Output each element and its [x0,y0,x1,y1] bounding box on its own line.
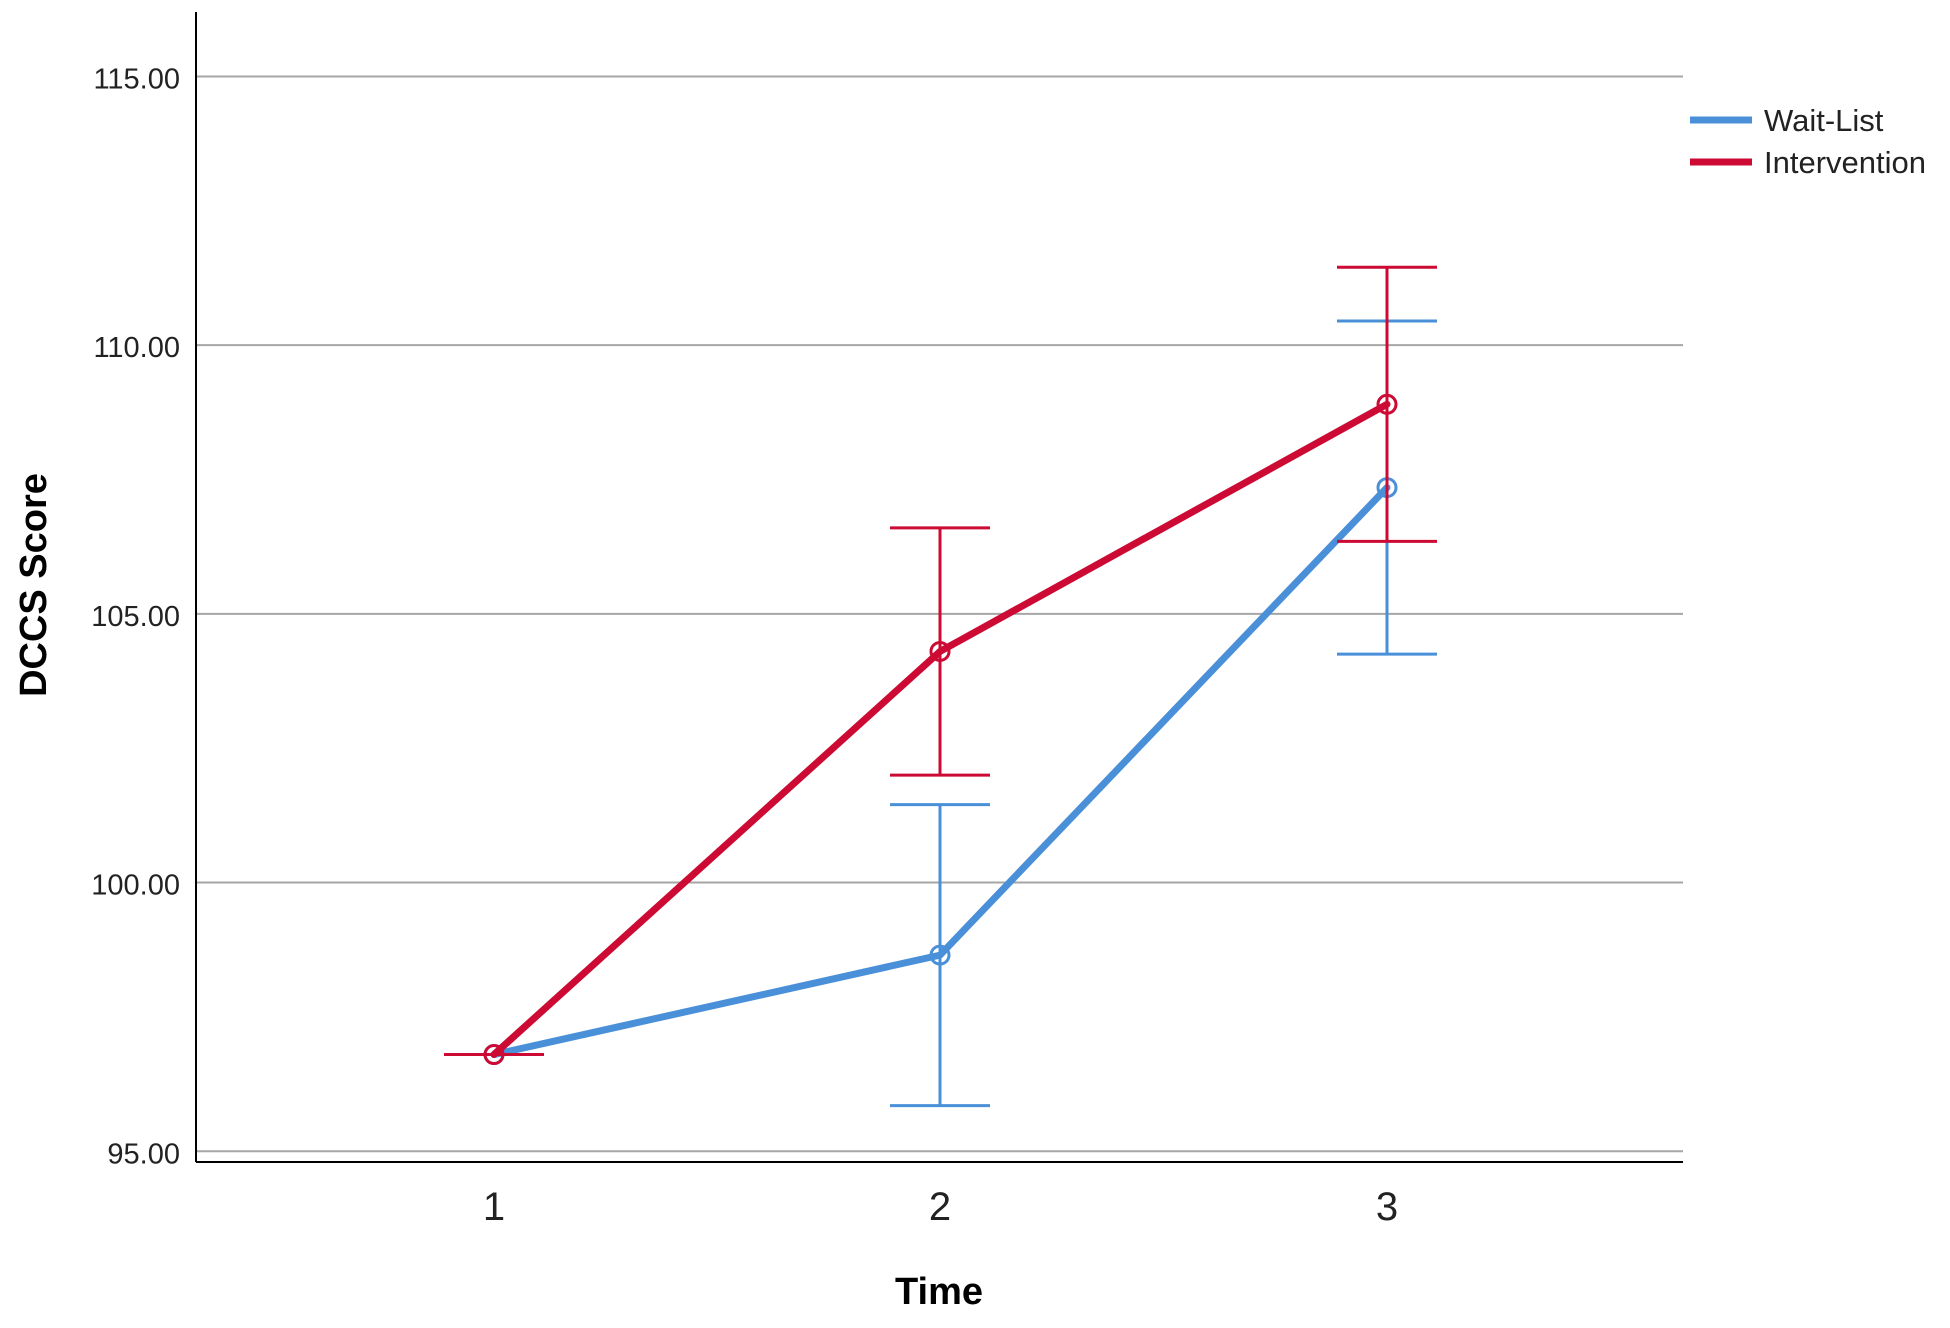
series [444,265,1437,1108]
legend-label: Intervention [1764,145,1926,180]
x-tick-label: 2 [929,1185,951,1229]
data-point [1376,393,1398,415]
series-line [490,484,1391,1059]
y-tick-label: 115.00 [93,63,180,95]
x-tick-labels: 1 2 3 [483,1185,1398,1229]
y-tick-label: 110.00 [93,332,180,364]
data-point [929,640,951,662]
y-tick-labels: 95.00 100.00 105.00 110.00 115.00 [91,63,180,1170]
series-1 [444,265,1437,1066]
data-point [483,1044,505,1066]
legend-label: Wait-List [1764,103,1884,138]
x-tick-label: 1 [483,1185,505,1229]
x-tick-label: 3 [1376,1185,1398,1229]
x-axis-title: Time [895,1271,983,1313]
series-line [490,400,1391,1059]
y-tick-label: 105.00 [91,601,180,633]
y-tick-label: 100.00 [91,870,180,902]
data-point [929,944,951,966]
legend: Wait-List Intervention [1690,103,1926,180]
y-tick-label: 95.00 [107,1138,180,1170]
axes [195,12,1683,1163]
y-axis-title: DCCS Score [13,473,55,697]
